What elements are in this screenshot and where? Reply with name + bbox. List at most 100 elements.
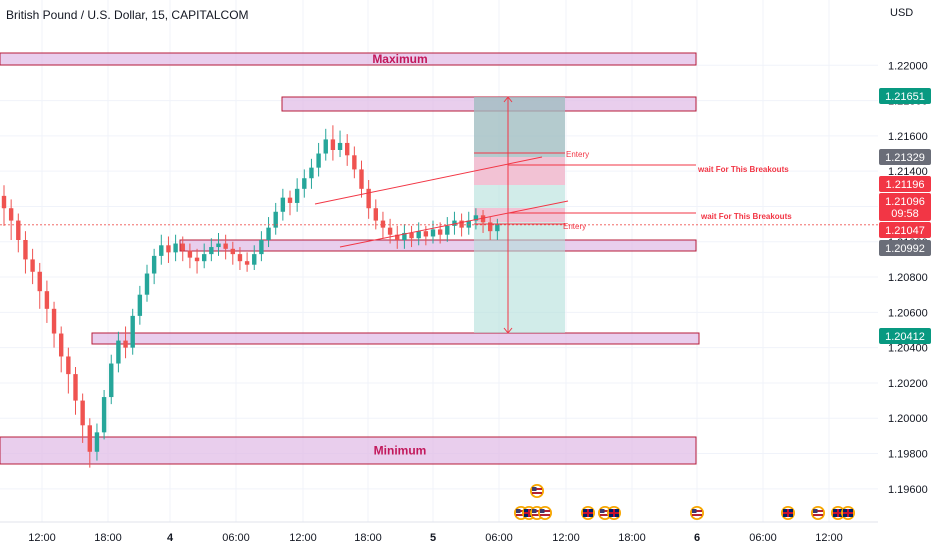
zone-box xyxy=(0,436,697,465)
candle-body xyxy=(144,273,150,295)
candle-body xyxy=(480,215,486,223)
candle-body xyxy=(345,142,350,156)
candle-body xyxy=(116,340,121,364)
candle-body xyxy=(323,139,328,154)
price-label-box xyxy=(879,88,931,104)
candle-body xyxy=(302,178,307,189)
time-axis[interactable]: 12:00 18:00 4 06:00 12:00 18:00 5 06:00 12:00 18:… xyxy=(28,532,843,544)
x-tick-label: 5 xyxy=(430,532,436,544)
candle-body xyxy=(159,245,164,256)
flag-cross-v xyxy=(587,509,589,517)
flag-stripe xyxy=(813,514,823,516)
x-tick-label: 6 xyxy=(694,532,700,544)
price-label-box xyxy=(879,205,931,221)
candle-body xyxy=(109,363,114,398)
candle-body xyxy=(1,195,7,209)
y-tick-label: 1.22000 xyxy=(888,60,928,72)
price-label-text: 1.21196 xyxy=(886,179,925,191)
candle-body xyxy=(402,232,407,240)
candle-body xyxy=(173,243,178,253)
y-tick-label: 1.20400 xyxy=(888,343,928,355)
flag-stripe xyxy=(540,514,550,516)
breakout-label: wait For This Breakouts xyxy=(700,212,792,221)
flag-stripe xyxy=(692,514,702,516)
x-tick-label: 06:00 xyxy=(485,532,513,544)
price-label-box xyxy=(879,222,931,238)
price-label-text: 1.21047 xyxy=(885,225,925,237)
candle-body xyxy=(44,291,50,309)
candle-body xyxy=(209,247,214,255)
flag-stripe xyxy=(532,492,542,494)
price-label-text: 1.21651 xyxy=(885,91,925,103)
candle-body xyxy=(330,139,336,150)
flag-canton xyxy=(692,509,697,513)
flag-canton xyxy=(813,509,818,513)
candle-body xyxy=(237,254,243,262)
candle-body xyxy=(266,227,271,240)
flag-canton xyxy=(532,509,537,513)
candle-body xyxy=(30,259,35,272)
candle-body xyxy=(73,374,78,401)
arrow-head-down xyxy=(503,327,513,334)
zone-label: Maximum xyxy=(372,52,427,66)
price-label-text: 1.20992 xyxy=(885,243,925,255)
x-tick-label: 12:00 xyxy=(289,532,317,544)
candle-body xyxy=(495,224,500,232)
candle-body xyxy=(187,250,193,258)
target-header xyxy=(474,97,565,157)
candle-body xyxy=(309,167,314,179)
stop-zone-lower xyxy=(474,208,565,222)
price-axis[interactable]: 1.220001.218001.216001.214001.212001.210… xyxy=(879,60,931,496)
zone-box xyxy=(179,239,697,252)
candle-body xyxy=(252,254,257,265)
x-tick-label: 06:00 xyxy=(222,532,250,544)
candle-body xyxy=(259,240,264,255)
y-tick-label: 1.20800 xyxy=(888,272,928,284)
candle-body xyxy=(445,225,450,235)
y-tick-label: 1.19800 xyxy=(888,449,928,461)
candle-body xyxy=(8,208,14,221)
breakout-label: wait For This Breakouts xyxy=(697,165,789,174)
candle-body xyxy=(488,222,493,232)
x-tick-label: 06:00 xyxy=(749,532,777,544)
candles-layer xyxy=(1,125,500,468)
candle-body xyxy=(273,211,278,228)
candle-body xyxy=(473,215,479,221)
candle-body xyxy=(316,153,321,168)
x-tick-label: 12:00 xyxy=(552,532,580,544)
candle-body xyxy=(166,245,171,253)
candle-body xyxy=(366,188,371,209)
candle-body xyxy=(194,257,200,262)
flag-stripe xyxy=(692,510,702,512)
candle-body xyxy=(359,169,364,189)
chart-title: British Pound / U.S. Dollar, 15, CAPITAL… xyxy=(6,8,249,22)
economic-events[interactable] xyxy=(514,484,855,520)
position-tool[interactable] xyxy=(474,96,565,334)
x-tick-label: 18:00 xyxy=(354,532,382,544)
candle-body xyxy=(94,432,100,452)
candle-body xyxy=(423,231,429,237)
y-tick-label: 1.20000 xyxy=(888,413,928,425)
flag-stripe xyxy=(600,510,610,512)
channel-lower xyxy=(339,200,569,248)
x-tick-label: 18:00 xyxy=(618,532,646,544)
candle-body xyxy=(23,240,28,260)
flag-stripe xyxy=(516,510,526,512)
flag-stripe xyxy=(516,514,526,516)
candle-body xyxy=(202,254,207,262)
zone-box xyxy=(91,332,700,345)
arrow-head-up xyxy=(503,96,513,103)
x-tick-label: 18:00 xyxy=(94,532,122,544)
candle-body xyxy=(287,197,293,203)
candle-body xyxy=(37,271,42,292)
y-tick-label: 1.21600 xyxy=(888,131,928,143)
zone-box xyxy=(0,52,697,66)
candle-body xyxy=(16,220,21,240)
candle-body xyxy=(66,356,71,375)
flag-canton xyxy=(532,487,537,491)
price-label-text: 09:58 xyxy=(891,208,919,220)
y-tick-label: 1.20200 xyxy=(888,378,928,390)
event-flag-uk-icon xyxy=(607,506,621,520)
event-flag-us-icon xyxy=(530,484,544,498)
